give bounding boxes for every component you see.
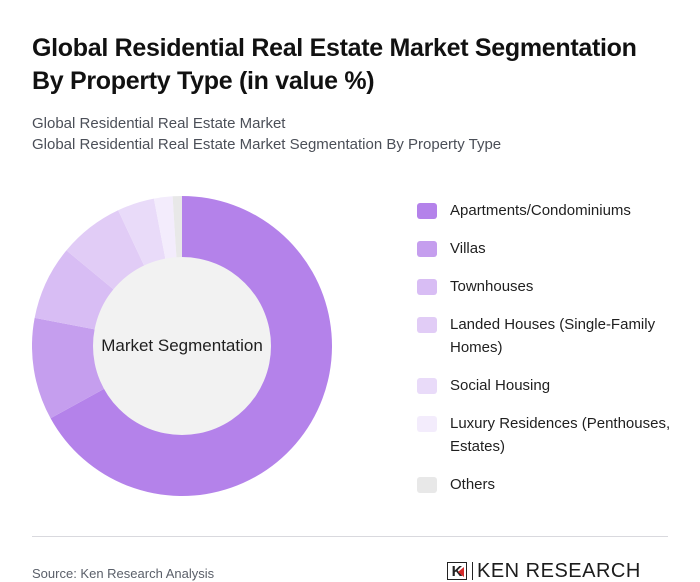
chart-title: Global Residential Real Estate Market Se…: [32, 34, 637, 95]
footer-divider: [32, 536, 668, 537]
chart-legend: Apartments/Condominiums Villas Townhouse…: [417, 199, 677, 511]
legend-item-apartments[interactable]: Apartments/Condominiums: [417, 199, 677, 222]
logo-separator: [472, 562, 473, 580]
logo-wordmark: KEN RESEARCH: [477, 560, 641, 582]
legend-swatch: [417, 203, 437, 219]
legend-swatch: [417, 279, 437, 295]
ken-research-logo: K KEN RESEARCH: [447, 561, 641, 581]
legend-label: Townhouses: [450, 278, 534, 295]
legend-label: Landed Houses (Single-Family Homes): [450, 316, 656, 356]
legend-label: Apartments/Condominiums: [450, 202, 631, 219]
legend-item-social-housing[interactable]: Social Housing: [417, 374, 677, 397]
logo-k-mark-icon: K: [447, 562, 467, 580]
subtitle-line-segmentation: Global Residential Real Estate Market Se…: [32, 136, 502, 153]
legend-swatch: [417, 416, 437, 432]
legend-label: Luxury Residences (Penthouses, Estates): [450, 415, 671, 455]
legend-label: Social Housing: [450, 377, 551, 394]
legend-swatch: [417, 378, 437, 394]
legend-item-townhouses[interactable]: Townhouses: [417, 275, 677, 298]
legend-swatch: [417, 477, 437, 493]
legend-label: Villas: [450, 240, 486, 257]
legend-label: Others: [450, 476, 496, 493]
legend-swatch: [417, 241, 437, 257]
legend-item-luxury-residences[interactable]: Luxury Residences (Penthouses, Estates): [417, 412, 677, 458]
legend-swatch: [417, 317, 437, 333]
legend-item-landed-houses[interactable]: Landed Houses (Single-Family Homes): [417, 313, 677, 359]
source-note: Source: Ken Research Analysis: [32, 566, 215, 581]
donut-chart: [32, 196, 332, 496]
legend-item-others[interactable]: Others: [417, 473, 677, 496]
legend-item-villas[interactable]: Villas: [417, 237, 677, 260]
subtitle-line-market: Global Residential Real Estate Market: [32, 115, 286, 132]
donut-hole: [93, 257, 271, 435]
chart-subtitle: Global Residential Real Estate Market Gl…: [32, 113, 501, 155]
